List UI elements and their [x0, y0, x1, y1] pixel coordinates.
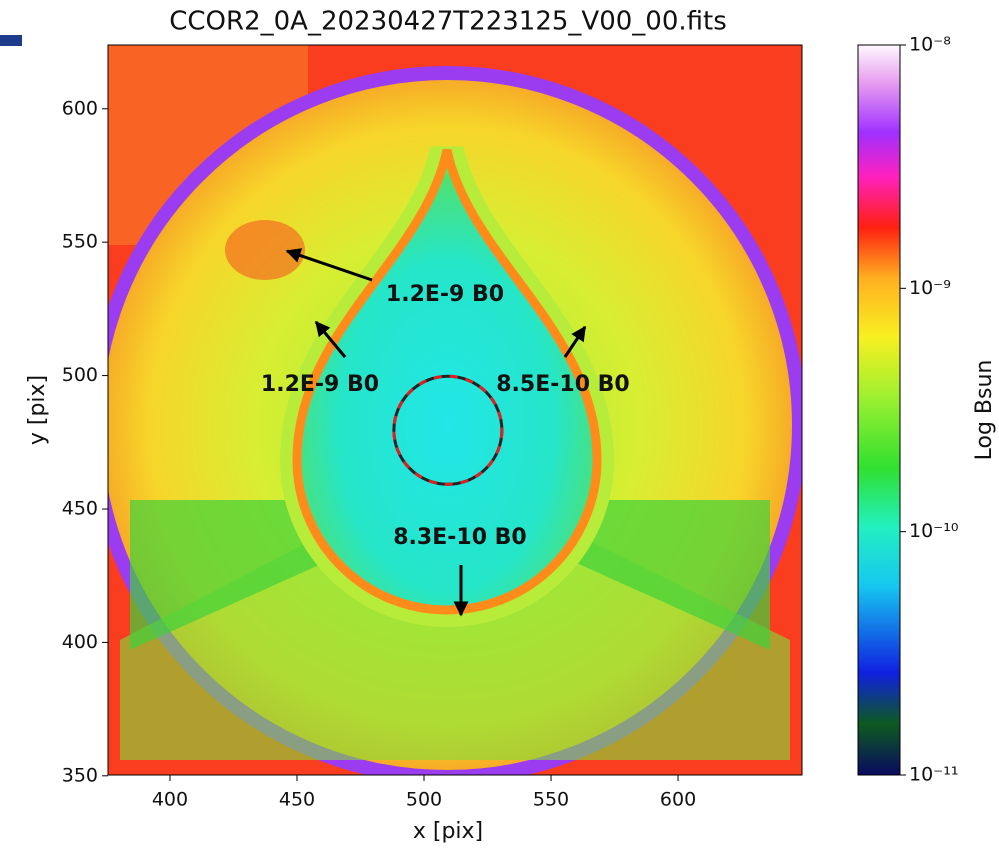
colorbar-label: Log Bsun: [972, 360, 997, 461]
x-tick-label: 550: [533, 789, 569, 811]
y-tick-label: 500: [62, 364, 98, 386]
x-tick-label: 450: [279, 789, 315, 811]
x-tick-label: 400: [152, 789, 188, 811]
y-tick-label: 350: [62, 764, 98, 786]
annotation: 1.2E-9 B0: [386, 282, 504, 307]
y-tick-label: 600: [62, 97, 98, 119]
x-tick-label: 600: [660, 789, 696, 811]
colorbar-tick-label: 10⁻¹¹: [909, 764, 958, 786]
y-tick-label: 400: [62, 631, 98, 653]
y-tick-label: 450: [62, 497, 98, 519]
y-tick-label: 550: [62, 231, 98, 253]
annotation-arrow: [314, 320, 347, 358]
x-tick-label: 500: [406, 789, 442, 811]
y-axis-label: y [pix]: [25, 375, 50, 445]
colorbar-tick-label: 10⁻⁸: [909, 34, 951, 56]
annotation: 1.2E-9 B0: [261, 372, 379, 397]
corner-mark: [0, 35, 22, 46]
annotation: 8.5E-10 B0: [496, 372, 629, 397]
annotation: 8.3E-10 B0: [393, 525, 526, 550]
occulter-circle-dash: [392, 374, 504, 486]
colorbar-tick-label: 10⁻⁹: [909, 277, 951, 299]
x-axis-label: x [pix]: [413, 819, 483, 844]
chart-title: CCOR2_0A_20230427T223125_V00_00.fits: [169, 7, 727, 37]
colorbar: [857, 44, 901, 776]
plot-frame: [107, 44, 803, 776]
annotation-arrow: [285, 248, 373, 282]
annotation-arrow: [563, 325, 587, 358]
colorbar-tick-label: 10⁻¹⁰: [909, 520, 958, 542]
image: [108, 45, 802, 775]
